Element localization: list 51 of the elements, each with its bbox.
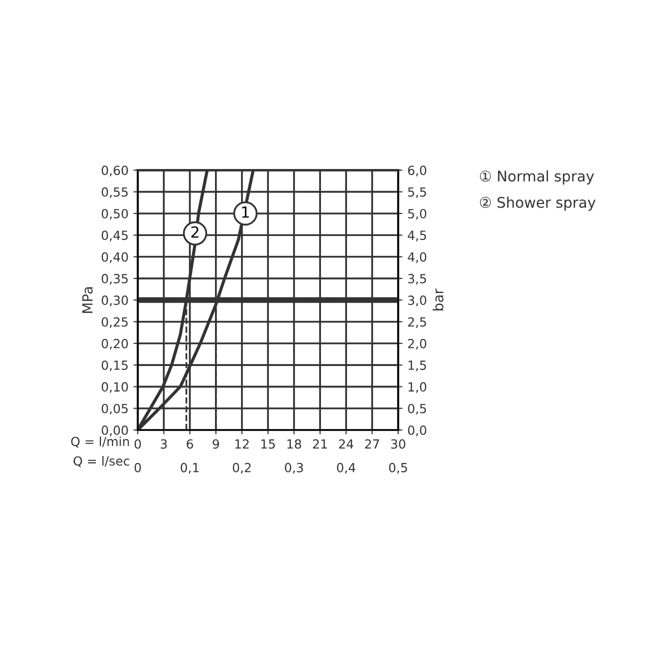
x-tick-label: 12 xyxy=(235,439,249,449)
x2-tick-label: 0,2 xyxy=(232,462,251,474)
y2-tick-label: 6,0 xyxy=(408,166,426,176)
y2-tick-label: 5,0 xyxy=(408,208,426,220)
y-tick-label: 0,15 xyxy=(102,360,128,372)
y2-tick-label: 2,0 xyxy=(408,338,426,350)
y2-tick-label: 1,5 xyxy=(408,360,426,372)
text: ② Shower spray xyxy=(480,196,596,211)
y-tick-label: 0,05 xyxy=(102,404,128,415)
y-axis-title: MPa xyxy=(82,287,93,313)
y-tick-label: 0,10 xyxy=(102,382,128,393)
y-tick-label: 0,45 xyxy=(102,230,128,242)
y-tick-label: 0,35 xyxy=(102,274,128,285)
y2-tick-label: 5,5 xyxy=(408,187,426,198)
y2-axis-title: bar xyxy=(432,288,444,310)
y2-tick-label: 1,0 xyxy=(408,382,426,393)
x-tick-label: 0 xyxy=(134,439,141,449)
x-tick-label: 6 xyxy=(186,439,194,449)
x-tick-label: 21 xyxy=(313,439,327,449)
y2-tick-label: 0,5 xyxy=(408,404,426,415)
x-tick-label: 15 xyxy=(261,439,275,449)
text: ① Normal spray xyxy=(480,170,594,184)
x2-tick-label: 0,5 xyxy=(389,462,408,474)
annotation: 1 xyxy=(242,206,249,218)
y2-tick-label: 4,0 xyxy=(408,252,426,263)
x2-tick-label: 0 xyxy=(134,462,141,472)
x-tick-label: 27 xyxy=(365,439,380,449)
y-tick-label: 0,25 xyxy=(102,317,128,328)
x-tick-label: 18 xyxy=(287,439,302,449)
annotation: 2 xyxy=(191,226,198,238)
y-tick-label: 0,40 xyxy=(102,252,128,263)
x2-tick-label: 0,1 xyxy=(180,462,199,474)
y-tick-label: 0,60 xyxy=(102,166,128,176)
x-axis-title: Q = l/min xyxy=(71,436,129,448)
y2-tick-label: 3,5 xyxy=(408,274,426,285)
y2-tick-label: 3,0 xyxy=(408,296,426,306)
x-tick-label: 24 xyxy=(339,439,354,449)
y2-tick-label: 2,5 xyxy=(408,317,426,328)
y-tick-label: 0,20 xyxy=(102,338,128,350)
y2-tick-label: 4,5 xyxy=(408,230,426,242)
y-tick-label: 0,00 xyxy=(102,425,128,436)
y-tick-label: 0,55 xyxy=(102,187,128,198)
x2-tick-label: 0,3 xyxy=(284,462,303,474)
x2-tick-label: 0,4 xyxy=(336,462,356,474)
y-tick-label: 0,50 xyxy=(102,208,128,220)
y2-tick-label: 0,0 xyxy=(408,425,426,436)
x2-axis-title: Q = l/sec xyxy=(74,456,130,468)
x-tick-label: 30 xyxy=(391,439,406,449)
y-tick-label: 0,30 xyxy=(102,296,128,306)
x-tick-label: 9 xyxy=(212,439,219,449)
x-tick-label: 3 xyxy=(160,439,167,449)
